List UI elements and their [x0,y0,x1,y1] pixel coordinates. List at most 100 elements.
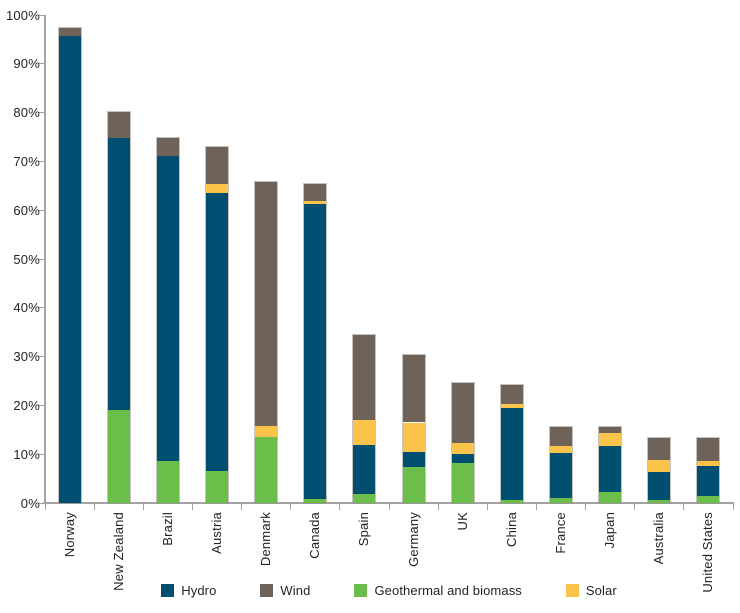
bar-segment-wind [156,138,179,157]
category-label-france: France [553,512,568,554]
bar-segment-hydro [206,193,228,471]
legend-item-wind: Wind [260,583,310,598]
legend-label: Solar [585,583,617,598]
x-axis-tick-mark [486,504,488,510]
bar-segment-geothermal-and-biomass [156,460,179,503]
bar-segment-geothermal-and-biomass [402,466,425,503]
bar-segment-wind [107,111,130,139]
bar-segment-hydro [107,138,130,411]
bar-segment-solar [599,433,622,446]
bar-segment-wind [648,438,671,461]
bar-segment-solar [402,422,425,452]
bar-new-zealand [107,111,130,503]
y-tick-label: 60% [13,202,40,218]
bar-segment-geothermal-and-biomass [304,499,327,503]
bar-brazil [156,138,179,503]
bar-segment-wind [500,385,523,404]
bar-segment-geothermal-and-biomass [500,500,523,503]
bar-segment-solar [500,403,523,408]
bar-segment-wind [58,27,81,36]
y-axis-tick-mark [38,356,44,358]
x-axis-tick-mark [388,504,390,510]
bar-segment-wind [255,182,278,426]
legend: Hydro Wind Geothermal and biomass Solar [45,583,733,598]
bar-segment-geothermal-and-biomass [451,462,474,503]
bar-segment-hydro [353,445,376,495]
legend-item-hydro: Hydro [161,583,216,598]
x-axis-line [43,502,734,504]
bar-segment-solar [648,460,671,472]
bar-segment-hydro [451,453,474,463]
category-label-spain: Spain [356,512,372,547]
legend-swatch-icon [161,584,175,597]
bar-segment-solar [451,442,474,454]
legend-item-geothermal-and-biomass: Geothermal and biomass [354,583,522,598]
legend-swatch-icon [260,584,274,597]
bar-norway [58,27,81,503]
y-axis-tick-mark [38,258,44,260]
y-tick-label: 70% [13,154,40,170]
y-tick-label: 20% [13,397,40,413]
bar-segment-geothermal-and-biomass [255,437,278,503]
x-axis-tick-mark [634,504,636,510]
bar-canada [304,183,327,503]
bar-segment-solar [304,201,327,204]
legend-swatch-icon [354,584,368,597]
bar-segment-wind [402,355,425,423]
bar-france [550,427,572,503]
bar-austria [206,146,228,503]
x-axis-tick-mark [241,504,243,510]
bar-japan [599,427,622,503]
y-axis-tick-mark [38,209,44,211]
y-tick-label: 50% [13,251,40,267]
x-axis-tick-mark [437,504,439,510]
legend-item-solar: Solar [565,583,617,598]
y-tick-label: 80% [13,105,40,121]
bar-segment-geothermal-and-biomass [206,470,228,503]
legend-label: Hydro [181,583,217,598]
y-axis-line [44,15,46,504]
bar-segment-wind [697,438,720,461]
bar-uk [451,383,474,503]
bar-segment-hydro [500,407,523,501]
bar-segment-solar [353,420,376,446]
bar-segment-wind [304,183,327,202]
bar-china [500,385,523,503]
bar-segment-geothermal-and-biomass [353,494,376,503]
bar-segment-hydro [550,452,572,499]
bar-spain [353,334,376,503]
y-tick-label: 90% [13,56,40,72]
bar-segment-wind [206,146,228,185]
y-axis-tick-mark [38,161,44,163]
x-axis-tick-mark [585,504,587,510]
bar-segment-geothermal-and-biomass [697,496,720,503]
bar-segment-hydro [648,471,671,500]
y-axis-tick-mark [38,502,44,504]
y-axis-tick-mark [38,404,44,406]
category-label-new-zealand: New Zealand [110,512,126,591]
category-label-china: China [503,512,519,547]
category-label-brazil: Brazil [159,512,175,546]
category-label-uk: UK [454,512,470,531]
y-axis-tick-mark [38,453,44,455]
x-axis-tick-mark [142,504,144,510]
category-label-united-states: United States [700,512,716,593]
legend-label: Geothermal and biomass [374,583,522,598]
x-axis-tick-mark [93,504,95,510]
bar-segment-hydro [304,204,327,500]
bar-segment-wind [353,334,376,421]
y-tick-label: 10% [13,446,40,462]
bar-segment-hydro [402,451,425,467]
x-axis-tick-mark [339,504,341,510]
bar-segment-geothermal-and-biomass [550,498,572,503]
bar-segment-solar [697,461,720,466]
bar-segment-geothermal-and-biomass [107,410,130,503]
bar-segment-solar [550,446,572,453]
legend-swatch-icon [565,584,579,597]
y-tick-label: 30% [13,349,40,365]
y-axis-tick-mark [38,307,44,309]
y-axis-tick-mark [38,14,44,16]
bar-segment-solar [255,425,278,438]
